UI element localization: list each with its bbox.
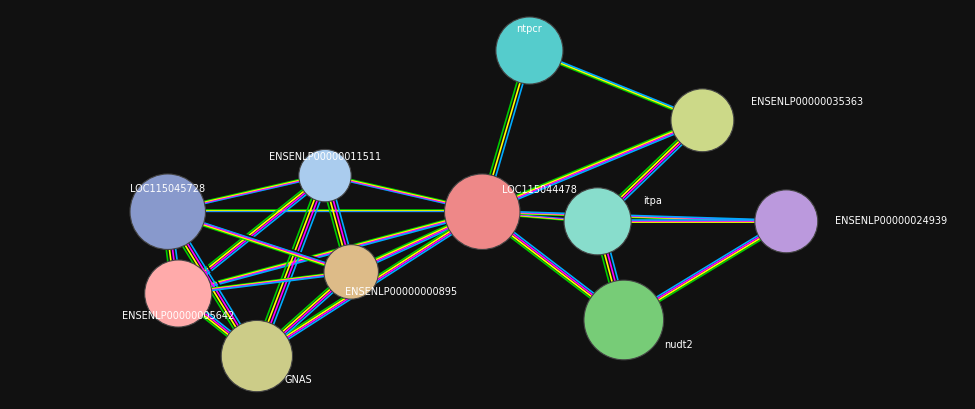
Text: ENSENLP00000011511: ENSENLP00000011511 bbox=[269, 152, 381, 162]
Ellipse shape bbox=[496, 17, 563, 84]
Text: LOC115044478: LOC115044478 bbox=[502, 185, 577, 195]
Ellipse shape bbox=[445, 174, 520, 249]
Text: itpa: itpa bbox=[643, 196, 661, 206]
Ellipse shape bbox=[298, 149, 351, 202]
Text: ENSENLP00000035363: ENSENLP00000035363 bbox=[751, 97, 863, 107]
Ellipse shape bbox=[564, 188, 631, 255]
Text: LOC115045728: LOC115045728 bbox=[131, 184, 206, 193]
Text: ENSENLP00000000895: ENSENLP00000000895 bbox=[345, 287, 457, 297]
Text: ENSENLP00000024939: ENSENLP00000024939 bbox=[835, 216, 947, 226]
Ellipse shape bbox=[324, 245, 378, 299]
Text: ntpcr: ntpcr bbox=[517, 24, 542, 34]
Ellipse shape bbox=[755, 190, 818, 253]
Text: nudt2: nudt2 bbox=[664, 340, 692, 350]
Ellipse shape bbox=[144, 260, 212, 327]
Text: GNAS: GNAS bbox=[285, 375, 313, 385]
Ellipse shape bbox=[221, 320, 292, 392]
Text: ENSENLP00000005642: ENSENLP00000005642 bbox=[122, 311, 234, 321]
Ellipse shape bbox=[130, 174, 206, 249]
Ellipse shape bbox=[671, 89, 734, 152]
Ellipse shape bbox=[584, 280, 664, 360]
